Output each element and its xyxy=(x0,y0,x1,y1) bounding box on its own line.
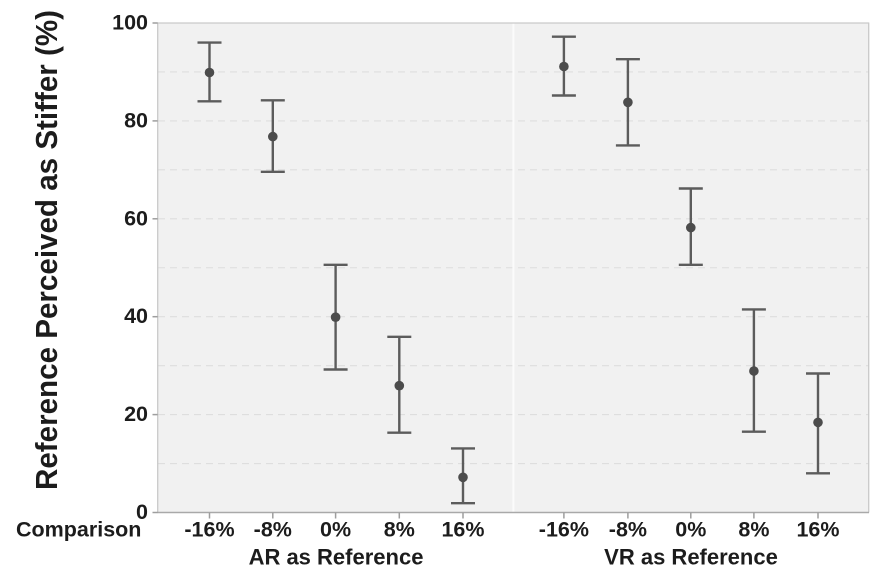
svg-text:-16%: -16% xyxy=(184,518,234,542)
svg-text:16%: 16% xyxy=(796,518,839,542)
svg-text:-8%: -8% xyxy=(609,518,647,542)
svg-text:VR as Reference: VR as Reference xyxy=(604,545,778,567)
svg-text:8%: 8% xyxy=(738,518,769,542)
svg-text:80: 80 xyxy=(124,108,148,132)
svg-text:8%: 8% xyxy=(384,518,415,542)
svg-text:0%: 0% xyxy=(320,518,351,542)
svg-text:Comparison: Comparison xyxy=(16,518,141,542)
svg-text:40: 40 xyxy=(124,304,148,328)
svg-text:AR as Reference: AR as Reference xyxy=(249,545,424,567)
svg-text:20: 20 xyxy=(124,402,148,426)
svg-text:Reference Perceived as Stiffer: Reference Perceived as Stiffer (%) xyxy=(29,10,64,490)
svg-text:100: 100 xyxy=(112,11,148,35)
svg-text:60: 60 xyxy=(124,206,148,230)
svg-text:-8%: -8% xyxy=(254,518,292,542)
svg-text:16%: 16% xyxy=(441,518,484,542)
svg-text:0%: 0% xyxy=(675,518,706,542)
svg-text:-16%: -16% xyxy=(539,518,589,542)
svg-text:0: 0 xyxy=(136,500,148,524)
